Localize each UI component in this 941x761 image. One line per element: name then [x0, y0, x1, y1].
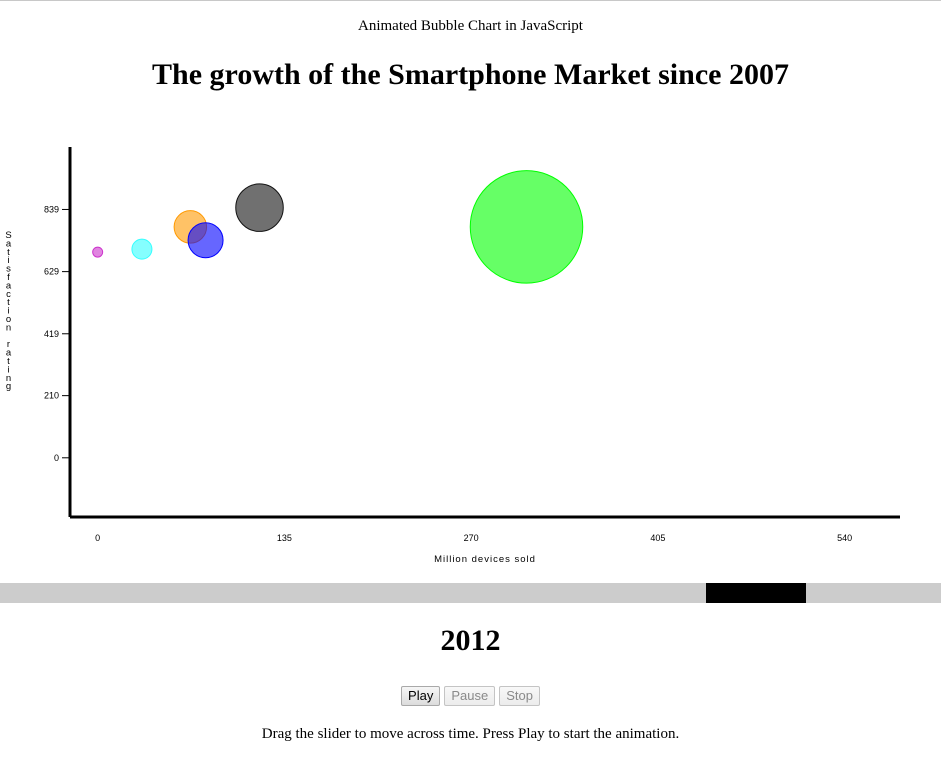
- playback-controls: Play Pause Stop: [0, 686, 941, 706]
- y-tick-label: 839: [44, 204, 59, 214]
- y-tick-label: 629: [44, 267, 59, 277]
- bubble-5: [469, 170, 584, 284]
- bubble-1: [131, 238, 153, 260]
- pause-button[interactable]: Pause: [444, 686, 496, 706]
- y-tick-label: 210: [44, 391, 59, 401]
- play-button[interactable]: Play: [401, 686, 441, 706]
- page-title: The growth of the Smartphone Market sinc…: [152, 58, 789, 91]
- page-subtitle: Animated Bubble Chart in JavaScript: [358, 18, 583, 34]
- time-slider-track[interactable]: [0, 583, 941, 603]
- chart-bubbles: [92, 170, 584, 284]
- top-border: [0, 0, 941, 1]
- x-axis-label: Million devices sold: [434, 554, 536, 565]
- x-tick-label: 135: [277, 533, 292, 543]
- y-tick-label: 419: [44, 329, 59, 339]
- x-tick-label: 0: [95, 533, 100, 543]
- help-text: Drag the slider to move across time. Pre…: [261, 726, 680, 742]
- x-tick-label: 540: [837, 533, 852, 543]
- x-tick-label: 405: [650, 533, 665, 543]
- bubble-3: [187, 222, 224, 259]
- current-year-label: 2012: [440, 624, 501, 657]
- bubble-chart: 0 210 419 629 839 0 135 270 405 540 Million device…: [5, 147, 900, 565]
- bubble-4: [235, 183, 284, 232]
- time-slider-thumb[interactable]: [706, 583, 806, 603]
- stop-button[interactable]: Stop: [499, 686, 540, 706]
- y-tick-label: 0: [54, 453, 59, 463]
- bubble-0: [92, 246, 104, 258]
- x-tick-label: 270: [464, 533, 479, 543]
- chart-axes: 0 210 419 629 839 0 135 270 405 540 Million device…: [5, 147, 900, 565]
